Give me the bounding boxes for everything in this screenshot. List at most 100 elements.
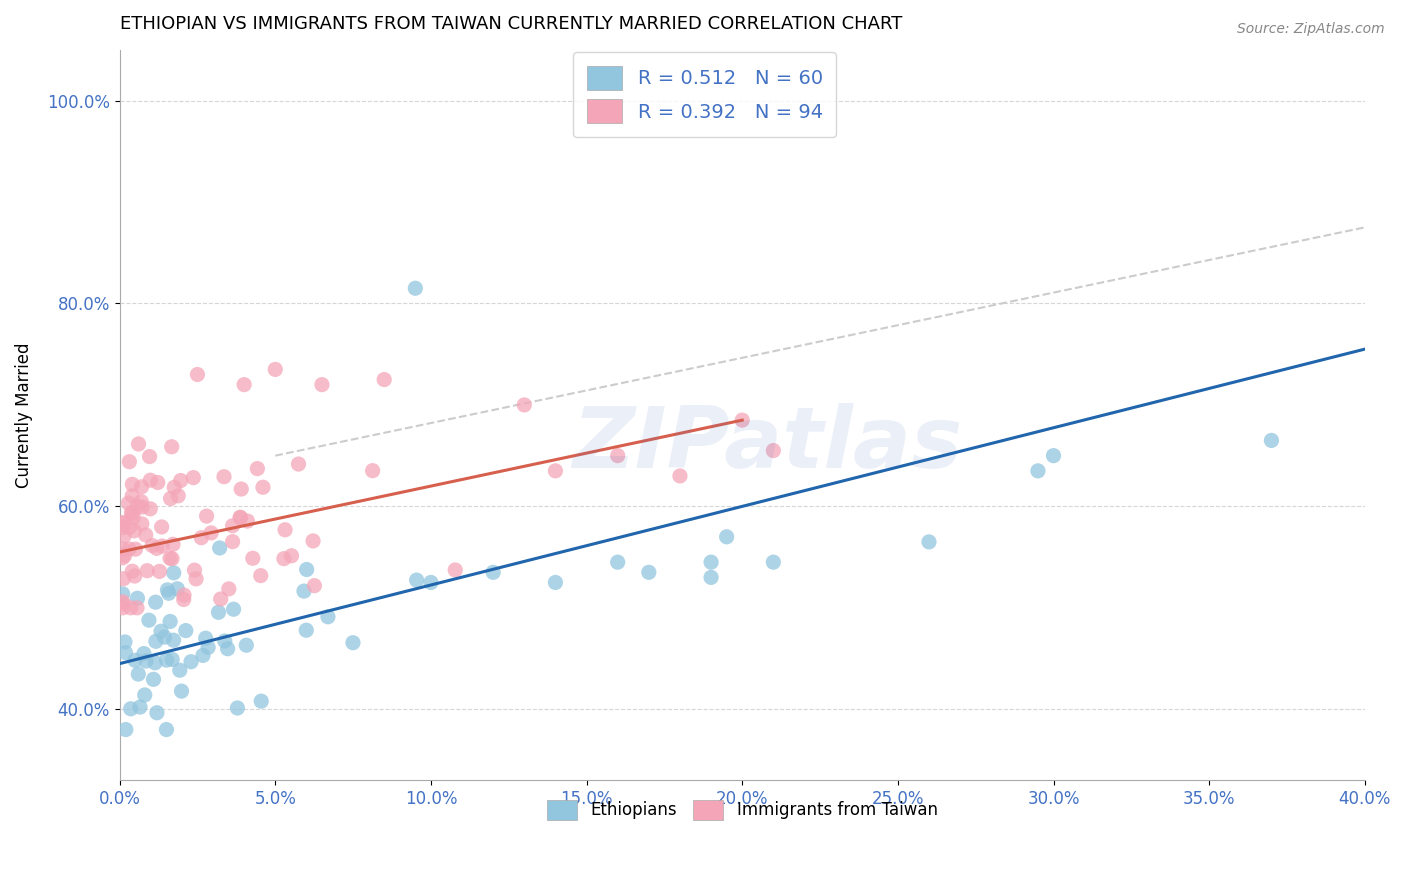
Point — [233, 377, 256, 392]
Point — [114, 635, 136, 649]
Point — [222, 602, 245, 616]
Point — [218, 582, 240, 596]
Point — [114, 646, 136, 660]
Point — [111, 595, 134, 609]
Point — [544, 575, 567, 590]
Point — [131, 494, 153, 508]
Point — [135, 654, 157, 668]
Point — [163, 480, 186, 494]
Point — [700, 555, 723, 569]
Point — [236, 514, 259, 528]
Point — [207, 605, 229, 619]
Point — [716, 530, 738, 544]
Point — [361, 464, 384, 478]
Point — [127, 500, 149, 514]
Point — [117, 496, 139, 510]
Point — [229, 510, 252, 524]
Point — [118, 455, 141, 469]
Point — [302, 533, 325, 548]
Point — [145, 595, 167, 609]
Point — [145, 634, 167, 648]
Point — [274, 523, 297, 537]
Point — [111, 516, 134, 530]
Point — [111, 542, 134, 557]
Text: ZIPatlas: ZIPatlas — [572, 403, 962, 486]
Point — [142, 673, 165, 687]
Point — [252, 480, 274, 494]
Point — [157, 586, 180, 600]
Point — [419, 575, 441, 590]
Point — [250, 694, 273, 708]
Point — [280, 549, 302, 563]
Point — [120, 702, 142, 716]
Point — [186, 368, 208, 382]
Point — [120, 600, 142, 615]
Point — [146, 475, 169, 490]
Point — [316, 609, 339, 624]
Point — [150, 624, 173, 639]
Point — [111, 600, 134, 615]
Point — [136, 564, 159, 578]
Point — [190, 531, 212, 545]
Text: Source: ZipAtlas.com: Source: ZipAtlas.com — [1237, 22, 1385, 37]
Point — [160, 440, 183, 454]
Point — [200, 525, 222, 540]
Point — [295, 623, 318, 637]
Point — [373, 373, 395, 387]
Point — [173, 588, 195, 602]
Point — [249, 568, 271, 582]
Point — [155, 653, 177, 667]
Point — [208, 541, 231, 555]
Point — [183, 470, 205, 484]
Point — [129, 700, 152, 714]
Point — [138, 613, 160, 627]
Point — [141, 539, 163, 553]
Point — [167, 489, 190, 503]
Point — [513, 398, 536, 412]
Point — [111, 550, 134, 565]
Point — [155, 723, 177, 737]
Point — [221, 534, 243, 549]
Point — [295, 562, 318, 576]
Point — [170, 684, 193, 698]
Point — [111, 520, 134, 534]
Point — [160, 652, 183, 666]
Point — [482, 566, 505, 580]
Point — [606, 449, 628, 463]
Point — [606, 555, 628, 569]
Point — [112, 572, 135, 586]
Point — [121, 507, 143, 521]
Point — [114, 723, 136, 737]
Point — [111, 587, 134, 601]
Point — [159, 551, 181, 566]
Point — [145, 541, 167, 556]
Point — [156, 582, 179, 597]
Point — [731, 819, 754, 833]
Point — [138, 450, 160, 464]
Point — [118, 520, 141, 534]
Point — [209, 591, 232, 606]
Point — [131, 500, 153, 514]
Point — [212, 469, 235, 483]
Point — [160, 551, 183, 566]
Point — [139, 501, 162, 516]
Point — [195, 509, 218, 524]
Point — [134, 688, 156, 702]
Point — [146, 706, 169, 720]
Point — [114, 549, 136, 563]
Point — [135, 528, 157, 542]
Point — [127, 591, 149, 606]
Point — [162, 537, 184, 551]
Point — [214, 634, 236, 648]
Point — [544, 464, 567, 478]
Point — [166, 582, 188, 596]
Point — [143, 656, 166, 670]
Point — [127, 667, 149, 681]
Point — [121, 489, 143, 503]
Point — [170, 474, 193, 488]
Point — [132, 647, 155, 661]
Text: ETHIOPIAN VS IMMIGRANTS FROM TAIWAN CURRENTLY MARRIED CORRELATION CHART: ETHIOPIAN VS IMMIGRANTS FROM TAIWAN CURR… — [120, 15, 903, 33]
Point — [159, 491, 181, 506]
Point — [121, 564, 143, 578]
Point — [194, 631, 217, 645]
